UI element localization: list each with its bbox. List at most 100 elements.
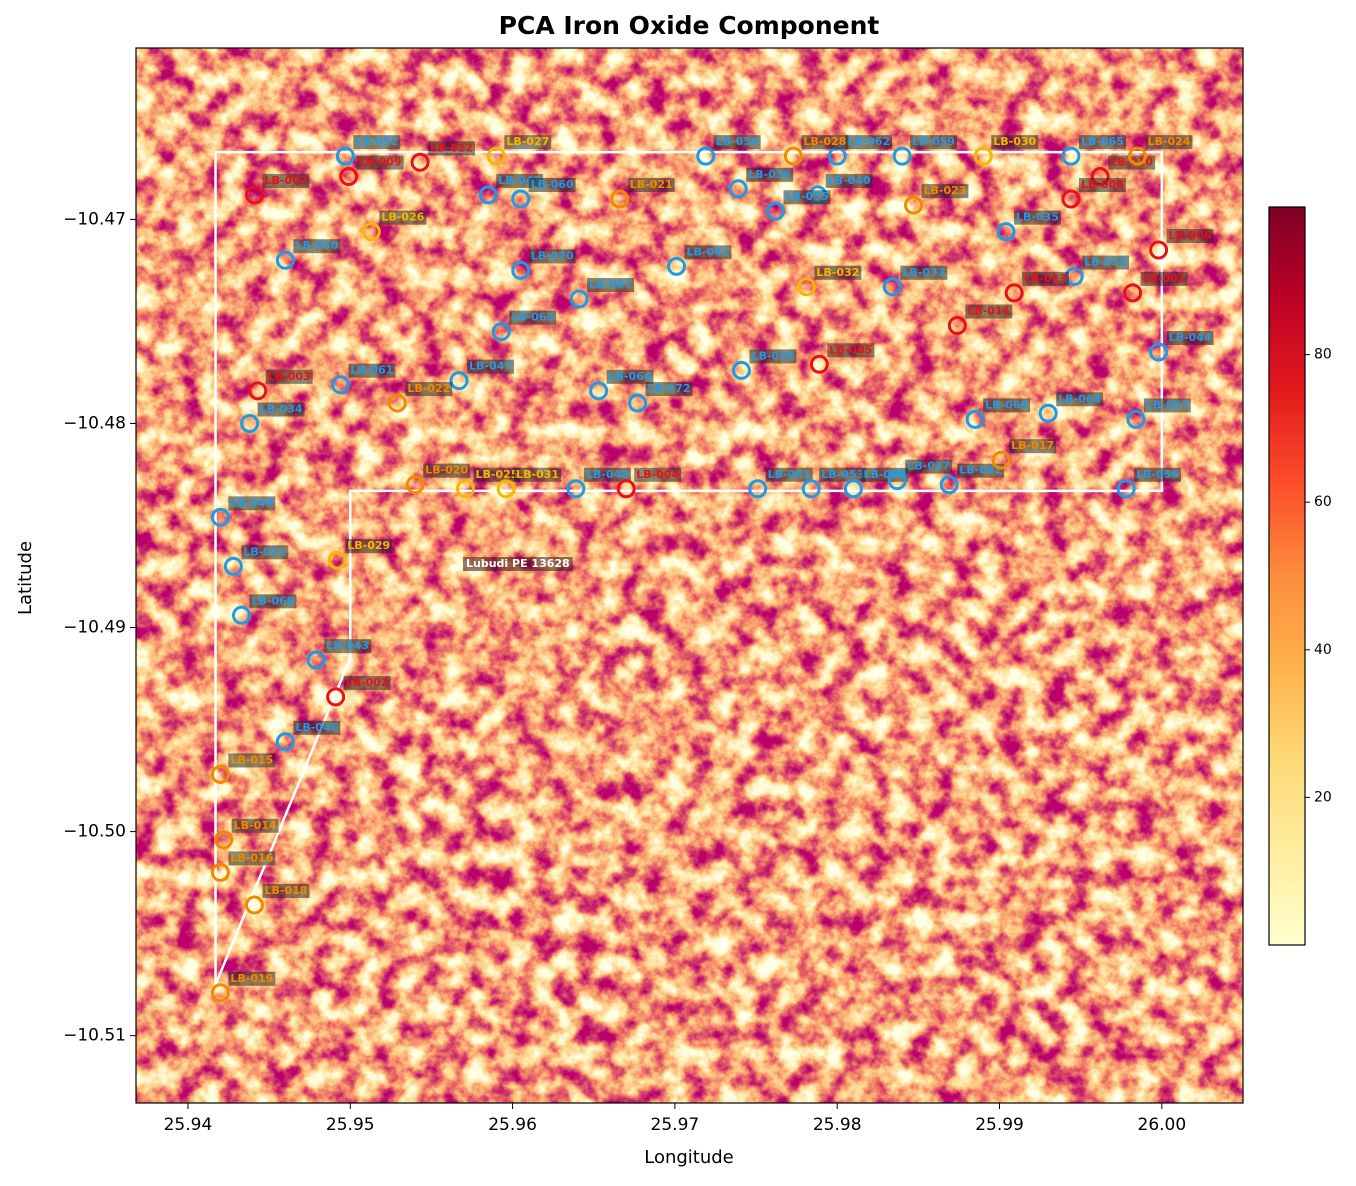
sample-label-box bbox=[746, 167, 794, 182]
sample-label: LB-072 bbox=[648, 382, 691, 395]
x-tick-label: 25.95 bbox=[326, 1115, 375, 1135]
sample-point bbox=[491, 322, 511, 342]
sample-label: LB-014 bbox=[234, 819, 277, 832]
colorbar-tick-label: 40 bbox=[1314, 642, 1332, 658]
sample-label: LB-031 bbox=[516, 468, 559, 481]
sample-label: LB-030 bbox=[993, 135, 1036, 148]
sample-point bbox=[1126, 409, 1146, 429]
sample-point bbox=[244, 895, 264, 915]
y-tick-label: −10.51 bbox=[63, 1026, 126, 1046]
sample-point bbox=[801, 479, 821, 499]
sample-label-box bbox=[713, 135, 761, 150]
sample-point bbox=[843, 479, 863, 499]
sample-point bbox=[339, 167, 359, 187]
sample-label: LB-026 bbox=[381, 211, 424, 224]
sample-point bbox=[1149, 240, 1169, 260]
sample-label-box bbox=[257, 402, 305, 417]
sample-label-box bbox=[845, 135, 893, 150]
sample-label: LB-004 bbox=[636, 468, 679, 481]
sample-point bbox=[240, 413, 260, 433]
sample-point bbox=[210, 983, 230, 1003]
sample-label-box bbox=[249, 594, 297, 609]
sample-label: LB-043 bbox=[326, 639, 369, 652]
sample-label: LB-029 bbox=[347, 539, 390, 552]
sample-label-box bbox=[473, 467, 521, 482]
sample-point bbox=[628, 393, 648, 413]
sample-label-box bbox=[528, 249, 576, 264]
sample-point bbox=[887, 471, 907, 491]
sample-label-box bbox=[509, 310, 557, 325]
sample-label-box bbox=[801, 135, 849, 150]
boundary-label: Lubudi PE 13628 bbox=[466, 557, 570, 570]
sample-label: LB-013 bbox=[1024, 272, 1067, 285]
sample-label: LB-001 bbox=[1143, 272, 1186, 285]
sample-label-box bbox=[241, 545, 289, 560]
sample-point bbox=[449, 371, 469, 391]
sample-label-box bbox=[514, 467, 562, 482]
sample-point bbox=[996, 222, 1016, 242]
sample-label-box bbox=[379, 210, 427, 225]
sample-label-box bbox=[343, 675, 391, 690]
sample-label-box bbox=[991, 135, 1039, 150]
sample-label-box bbox=[423, 463, 471, 478]
sample-label: LB-035 bbox=[1016, 211, 1059, 224]
sample-label: LB-065 bbox=[1081, 135, 1124, 148]
sample-point bbox=[1127, 146, 1147, 166]
sample-label-box bbox=[627, 178, 675, 193]
sample-point bbox=[248, 381, 268, 401]
sample-label: LB-021 bbox=[630, 178, 673, 191]
sample-label: LB-061 bbox=[351, 364, 394, 377]
sample-label: LB-003 bbox=[268, 370, 311, 383]
sample-point bbox=[223, 556, 243, 576]
sample-label: LB-011 bbox=[967, 305, 1010, 318]
sample-label-box bbox=[467, 359, 514, 374]
sample-label-box bbox=[587, 277, 635, 292]
sample-label-box bbox=[583, 467, 631, 482]
sample-label-box bbox=[528, 178, 576, 193]
sample-point bbox=[275, 732, 295, 752]
y-axis-label: Latitude bbox=[15, 541, 36, 615]
sample-label: LB-037 bbox=[907, 460, 950, 473]
sample-label: LB-063 bbox=[511, 311, 554, 324]
sample-point bbox=[991, 450, 1011, 470]
sample-label: LB-040 bbox=[828, 174, 871, 187]
sample-label-box bbox=[905, 459, 953, 474]
sample-label-box bbox=[1078, 135, 1126, 150]
sample-label-box bbox=[293, 720, 341, 735]
boundary-label-box bbox=[463, 557, 573, 571]
sample-label: LB-048 bbox=[586, 468, 629, 481]
sample-label-box bbox=[910, 135, 958, 150]
sample-label-box bbox=[921, 184, 969, 199]
sample-label-box bbox=[356, 155, 404, 170]
sample-label: LB-053 bbox=[821, 468, 864, 481]
sample-label: LB-002 bbox=[346, 676, 389, 689]
sample-point bbox=[496, 479, 516, 499]
sample-point bbox=[903, 195, 923, 215]
sample-label: LB-060 bbox=[531, 178, 574, 191]
sample-point bbox=[892, 146, 912, 166]
sample-point bbox=[232, 605, 252, 625]
y-tick-label: −10.49 bbox=[63, 618, 126, 638]
sample-point bbox=[616, 479, 636, 499]
sample-label-box bbox=[684, 245, 732, 260]
sample-label: LB-039 bbox=[1084, 256, 1127, 269]
sample-point bbox=[387, 393, 407, 413]
sample-point bbox=[210, 764, 230, 784]
sample-label: LB-041 bbox=[687, 245, 730, 258]
sample-label: LB-047 bbox=[469, 360, 512, 373]
sample-label-box bbox=[783, 190, 831, 205]
x-tick-label: 25.96 bbox=[488, 1115, 537, 1135]
sample-label-box bbox=[1145, 135, 1193, 150]
sample-label: LB-033 bbox=[902, 266, 945, 279]
sample-label-box bbox=[983, 398, 1031, 413]
sample-label-box bbox=[1082, 255, 1130, 270]
sample-point bbox=[456, 479, 476, 499]
x-tick-label: 26.00 bbox=[1138, 1115, 1187, 1135]
sample-point bbox=[1061, 189, 1081, 209]
sample-point bbox=[275, 250, 295, 270]
sample-point bbox=[210, 862, 230, 882]
sample-label: LB-051 bbox=[768, 468, 811, 481]
colorbar-tick-label: 60 bbox=[1314, 494, 1332, 510]
